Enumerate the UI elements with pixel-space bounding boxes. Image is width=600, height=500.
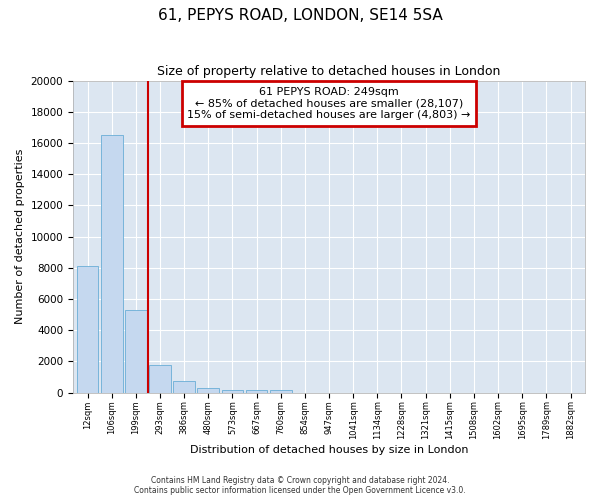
Bar <box>149 364 171 392</box>
Bar <box>77 266 98 392</box>
Bar <box>173 381 195 392</box>
Bar <box>101 135 122 392</box>
Bar <box>125 310 146 392</box>
X-axis label: Distribution of detached houses by size in London: Distribution of detached houses by size … <box>190 445 468 455</box>
Y-axis label: Number of detached properties: Number of detached properties <box>15 149 25 324</box>
Bar <box>270 390 292 392</box>
Title: Size of property relative to detached houses in London: Size of property relative to detached ho… <box>157 65 501 78</box>
Bar <box>221 390 243 392</box>
Text: 61, PEPYS ROAD, LONDON, SE14 5SA: 61, PEPYS ROAD, LONDON, SE14 5SA <box>158 8 442 22</box>
Bar <box>197 388 219 392</box>
Text: Contains HM Land Registry data © Crown copyright and database right 2024.
Contai: Contains HM Land Registry data © Crown c… <box>134 476 466 495</box>
Text: 61 PEPYS ROAD: 249sqm
← 85% of detached houses are smaller (28,107)
15% of semi-: 61 PEPYS ROAD: 249sqm ← 85% of detached … <box>187 87 471 120</box>
Bar <box>245 390 268 392</box>
